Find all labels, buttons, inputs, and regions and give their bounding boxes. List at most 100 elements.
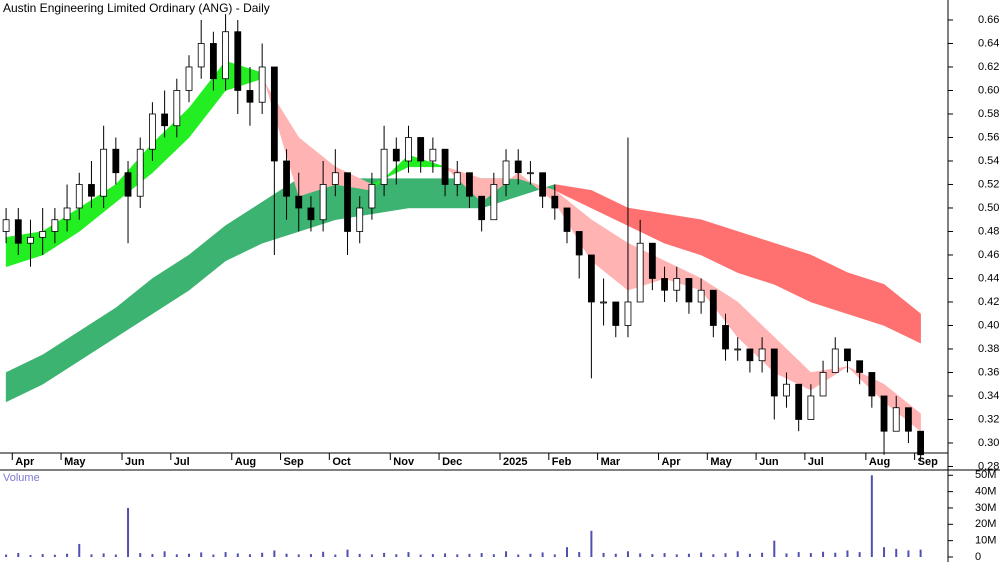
candle-body xyxy=(624,301,632,326)
candle-body xyxy=(234,31,242,91)
y-tick-label: 0.48 xyxy=(978,225,999,237)
volume-bar xyxy=(870,475,873,557)
candle-body xyxy=(575,231,583,256)
volume-bar xyxy=(407,552,410,557)
volume-bar xyxy=(541,552,544,557)
x-tick-label: Sep xyxy=(918,456,938,468)
y-tick-label: 0.64 xyxy=(978,37,999,49)
candle-body xyxy=(831,348,839,373)
candle-body xyxy=(197,43,205,68)
volume-bar xyxy=(505,551,508,557)
x-tick-label: May xyxy=(64,456,86,468)
volume-label: Volume xyxy=(3,472,40,484)
candle-body xyxy=(795,383,803,420)
candle-body xyxy=(673,278,681,291)
y-tick-label: 0.66 xyxy=(978,14,999,26)
volume-bar xyxy=(809,553,812,557)
volume-bar xyxy=(334,554,337,557)
candle-body xyxy=(709,289,717,326)
y-tick-label: 0.46 xyxy=(978,249,999,261)
candle-body xyxy=(514,160,522,174)
candle-body xyxy=(770,348,778,397)
volume-bar xyxy=(102,553,105,557)
x-tick-label: Feb xyxy=(552,456,572,468)
x-tick-label: Mar xyxy=(601,456,621,468)
candle-body xyxy=(161,113,169,127)
volume-bar xyxy=(590,530,593,557)
volume-bar xyxy=(224,552,227,557)
volume-bar xyxy=(175,554,178,557)
volume-bar xyxy=(248,554,251,557)
volume-bar xyxy=(614,553,617,557)
y-tick-label: 20M xyxy=(975,518,996,530)
volume-bar xyxy=(736,551,739,557)
x-tick-label: Aug xyxy=(869,456,890,468)
volume-bar xyxy=(41,554,44,557)
volume-bar xyxy=(444,553,447,557)
volume-bar xyxy=(322,551,325,557)
y-tick-label: 0.50 xyxy=(978,202,999,214)
y-tick-label: 0.30 xyxy=(978,437,999,449)
volume-bar xyxy=(907,550,910,557)
volume-bar xyxy=(846,550,849,557)
x-tick-label: Nov xyxy=(393,456,415,468)
x-tick-label: Oct xyxy=(332,456,351,468)
volume-bar xyxy=(468,553,471,557)
volume-bar xyxy=(261,552,264,557)
volume-bar xyxy=(53,554,56,557)
candle-body xyxy=(648,242,656,279)
y-tick-label: 0.62 xyxy=(978,61,999,73)
volume-bar xyxy=(761,552,764,557)
volume-bar xyxy=(17,552,20,557)
x-tick-label: Jul xyxy=(174,456,190,468)
candle-body xyxy=(405,137,412,162)
candle-body xyxy=(100,148,108,197)
volume-bar xyxy=(114,554,117,557)
volume-bar xyxy=(602,552,605,557)
volume-bar xyxy=(700,552,703,557)
candle-body xyxy=(124,172,132,197)
candle-body xyxy=(112,148,120,174)
volume-bar xyxy=(78,543,81,557)
volume-bar xyxy=(675,554,678,557)
volume-bar xyxy=(724,553,727,557)
y-tick-label: 0.58 xyxy=(978,108,999,120)
candle-body xyxy=(417,137,425,162)
volume-bar xyxy=(578,552,581,557)
x-tick-label: Jun xyxy=(125,456,145,468)
candle-body xyxy=(502,160,510,185)
candle-body xyxy=(892,407,900,432)
y-tick-label: 0.40 xyxy=(978,319,999,331)
volume-bar xyxy=(566,547,568,557)
x-tick-label: Aug xyxy=(235,456,256,468)
candle-body xyxy=(453,172,461,185)
candle-body xyxy=(905,407,912,432)
volume-bar xyxy=(66,553,69,557)
candle-body xyxy=(917,430,925,456)
volume-bar xyxy=(309,554,312,557)
volume-bar xyxy=(200,552,203,557)
candle-body xyxy=(380,148,388,185)
volume-bar xyxy=(651,554,654,557)
candle-body xyxy=(258,66,266,103)
candle-body xyxy=(734,348,742,351)
ribbon-segment xyxy=(408,178,446,209)
volume-bar xyxy=(370,554,373,557)
candle-body xyxy=(283,160,290,197)
candle-body xyxy=(368,184,376,209)
candle-body xyxy=(612,301,620,326)
candle-body xyxy=(136,148,144,197)
volume-bar xyxy=(346,549,349,557)
candle-body xyxy=(783,383,790,397)
candle-body xyxy=(149,113,156,150)
y-tick-label: 0.56 xyxy=(978,131,999,143)
volume-bar xyxy=(626,551,629,557)
volume-bar xyxy=(663,553,666,557)
y-tick-label: 30M xyxy=(975,502,996,514)
volume-bar xyxy=(858,552,861,557)
y-tick-label: 0.32 xyxy=(978,413,999,425)
candle-body xyxy=(295,195,303,209)
candle-body xyxy=(14,219,22,244)
y-tick-label: 0.38 xyxy=(978,343,999,355)
candle-body xyxy=(51,219,59,232)
